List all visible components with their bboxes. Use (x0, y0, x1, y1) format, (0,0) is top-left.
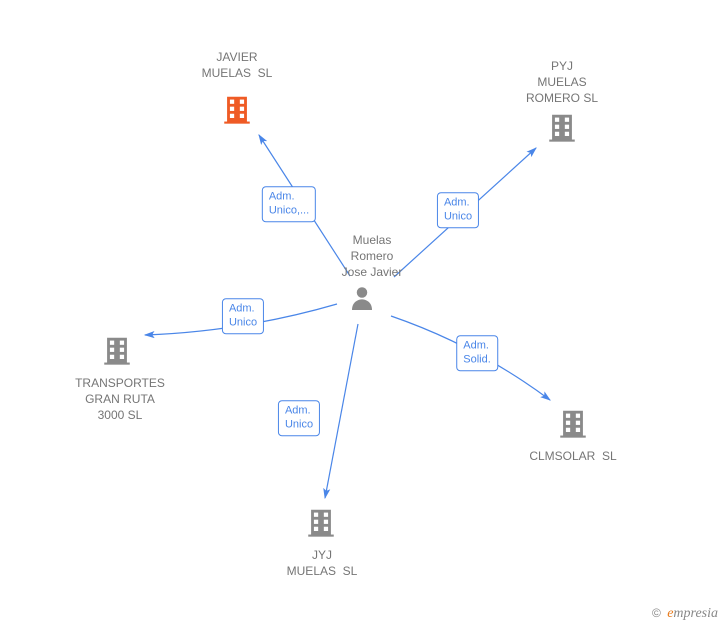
edge-label-javier: Adm. Unico,... (262, 186, 316, 222)
building-icon (545, 111, 579, 150)
edge-jyj (325, 324, 358, 498)
edge-label-clmsolar: Adm. Solid. (456, 335, 498, 371)
node-label-pyj: PYJ MUELAS ROMERO SL (526, 58, 598, 107)
edge-label-jyj: Adm. Unico (278, 400, 320, 436)
node-label-javier: JAVIER MUELAS SL (202, 49, 273, 81)
node-label-transportes: TRANSPORTES GRAN RUTA 3000 SL (75, 375, 165, 424)
edge-label-transportes: Adm. Unico (222, 298, 264, 334)
building-icon (100, 334, 134, 373)
brand-rest: mpresia (673, 606, 718, 621)
center-node-label: Muelas Romero Jose Javier (342, 232, 403, 281)
building-icon (220, 93, 254, 132)
watermark: © empresia (652, 606, 718, 622)
person-icon (347, 283, 377, 318)
node-label-jyj: JYJ MUELAS SL (287, 547, 358, 579)
node-label-clmsolar: CLMSOLAR SL (529, 448, 616, 464)
copyright-symbol: © (652, 606, 661, 620)
building-icon (304, 506, 338, 545)
building-icon (556, 407, 590, 446)
edge-label-pyj: Adm. Unico (437, 192, 479, 228)
